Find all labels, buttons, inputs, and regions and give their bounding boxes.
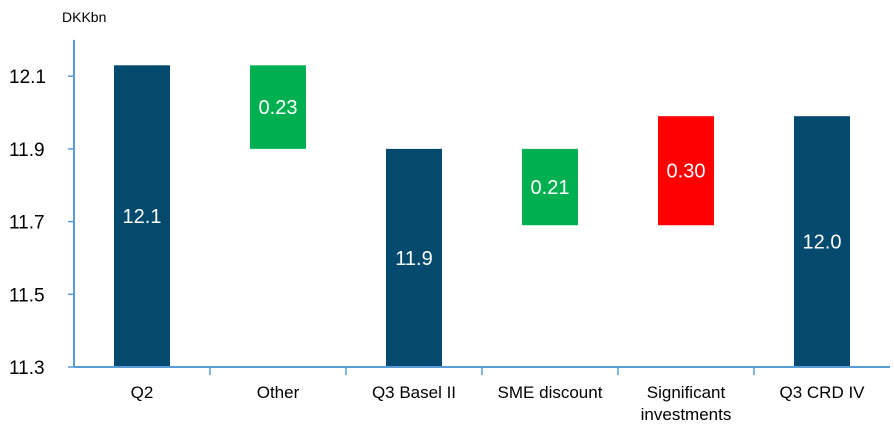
bar-3 — [386, 148, 442, 367]
x-category-label-3: Q3 Basel II — [372, 383, 456, 402]
x-labels-group: Q2 Other Q3 Basel II SME discount Significan… — [131, 383, 866, 424]
bar-6 — [794, 116, 850, 367]
bars-group: 12.1 0.23 11.9 0.21 0.30 12.0 — [114, 65, 850, 368]
bar-value-label-6: 12.0 — [803, 232, 842, 254]
bar-2 — [250, 65, 306, 149]
y-axis-unit-label: DKKbn — [62, 9, 106, 25]
bar-value-label-5: 0.30 — [667, 161, 706, 183]
y-tick-label-4: 11.9 — [9, 140, 45, 161]
y-ticks-group: 11.3 11.5 11.7 11.9 12.1 — [9, 67, 74, 379]
x-category-label-4: SME discount — [498, 383, 603, 402]
bar-value-label-1: 12.1 — [123, 206, 162, 228]
y-tick-label-3: 11.7 — [9, 213, 45, 234]
y-tick-label-5: 12.1 — [9, 67, 46, 88]
x-category-label-5-line-1: Significant — [647, 383, 726, 402]
x-category-label-1: Q2 — [131, 383, 154, 402]
x-category-label-5-line-2: investments — [641, 405, 732, 424]
bar-1 — [114, 65, 170, 368]
x-category-label-2: Other — [257, 383, 300, 402]
bar-value-label-3: 11.9 — [395, 248, 432, 270]
bar-value-label-4: 0.21 — [531, 177, 570, 199]
axes-group — [73, 39, 890, 375]
x-category-label-6: Q3 CRD IV — [779, 383, 865, 402]
y-tick-label-2: 11.5 — [9, 285, 45, 306]
bar-5 — [658, 116, 714, 226]
y-tick-label-1: 11.3 — [9, 358, 45, 379]
bar-value-label-2: 0.23 — [259, 97, 298, 119]
bar-4 — [522, 148, 578, 226]
